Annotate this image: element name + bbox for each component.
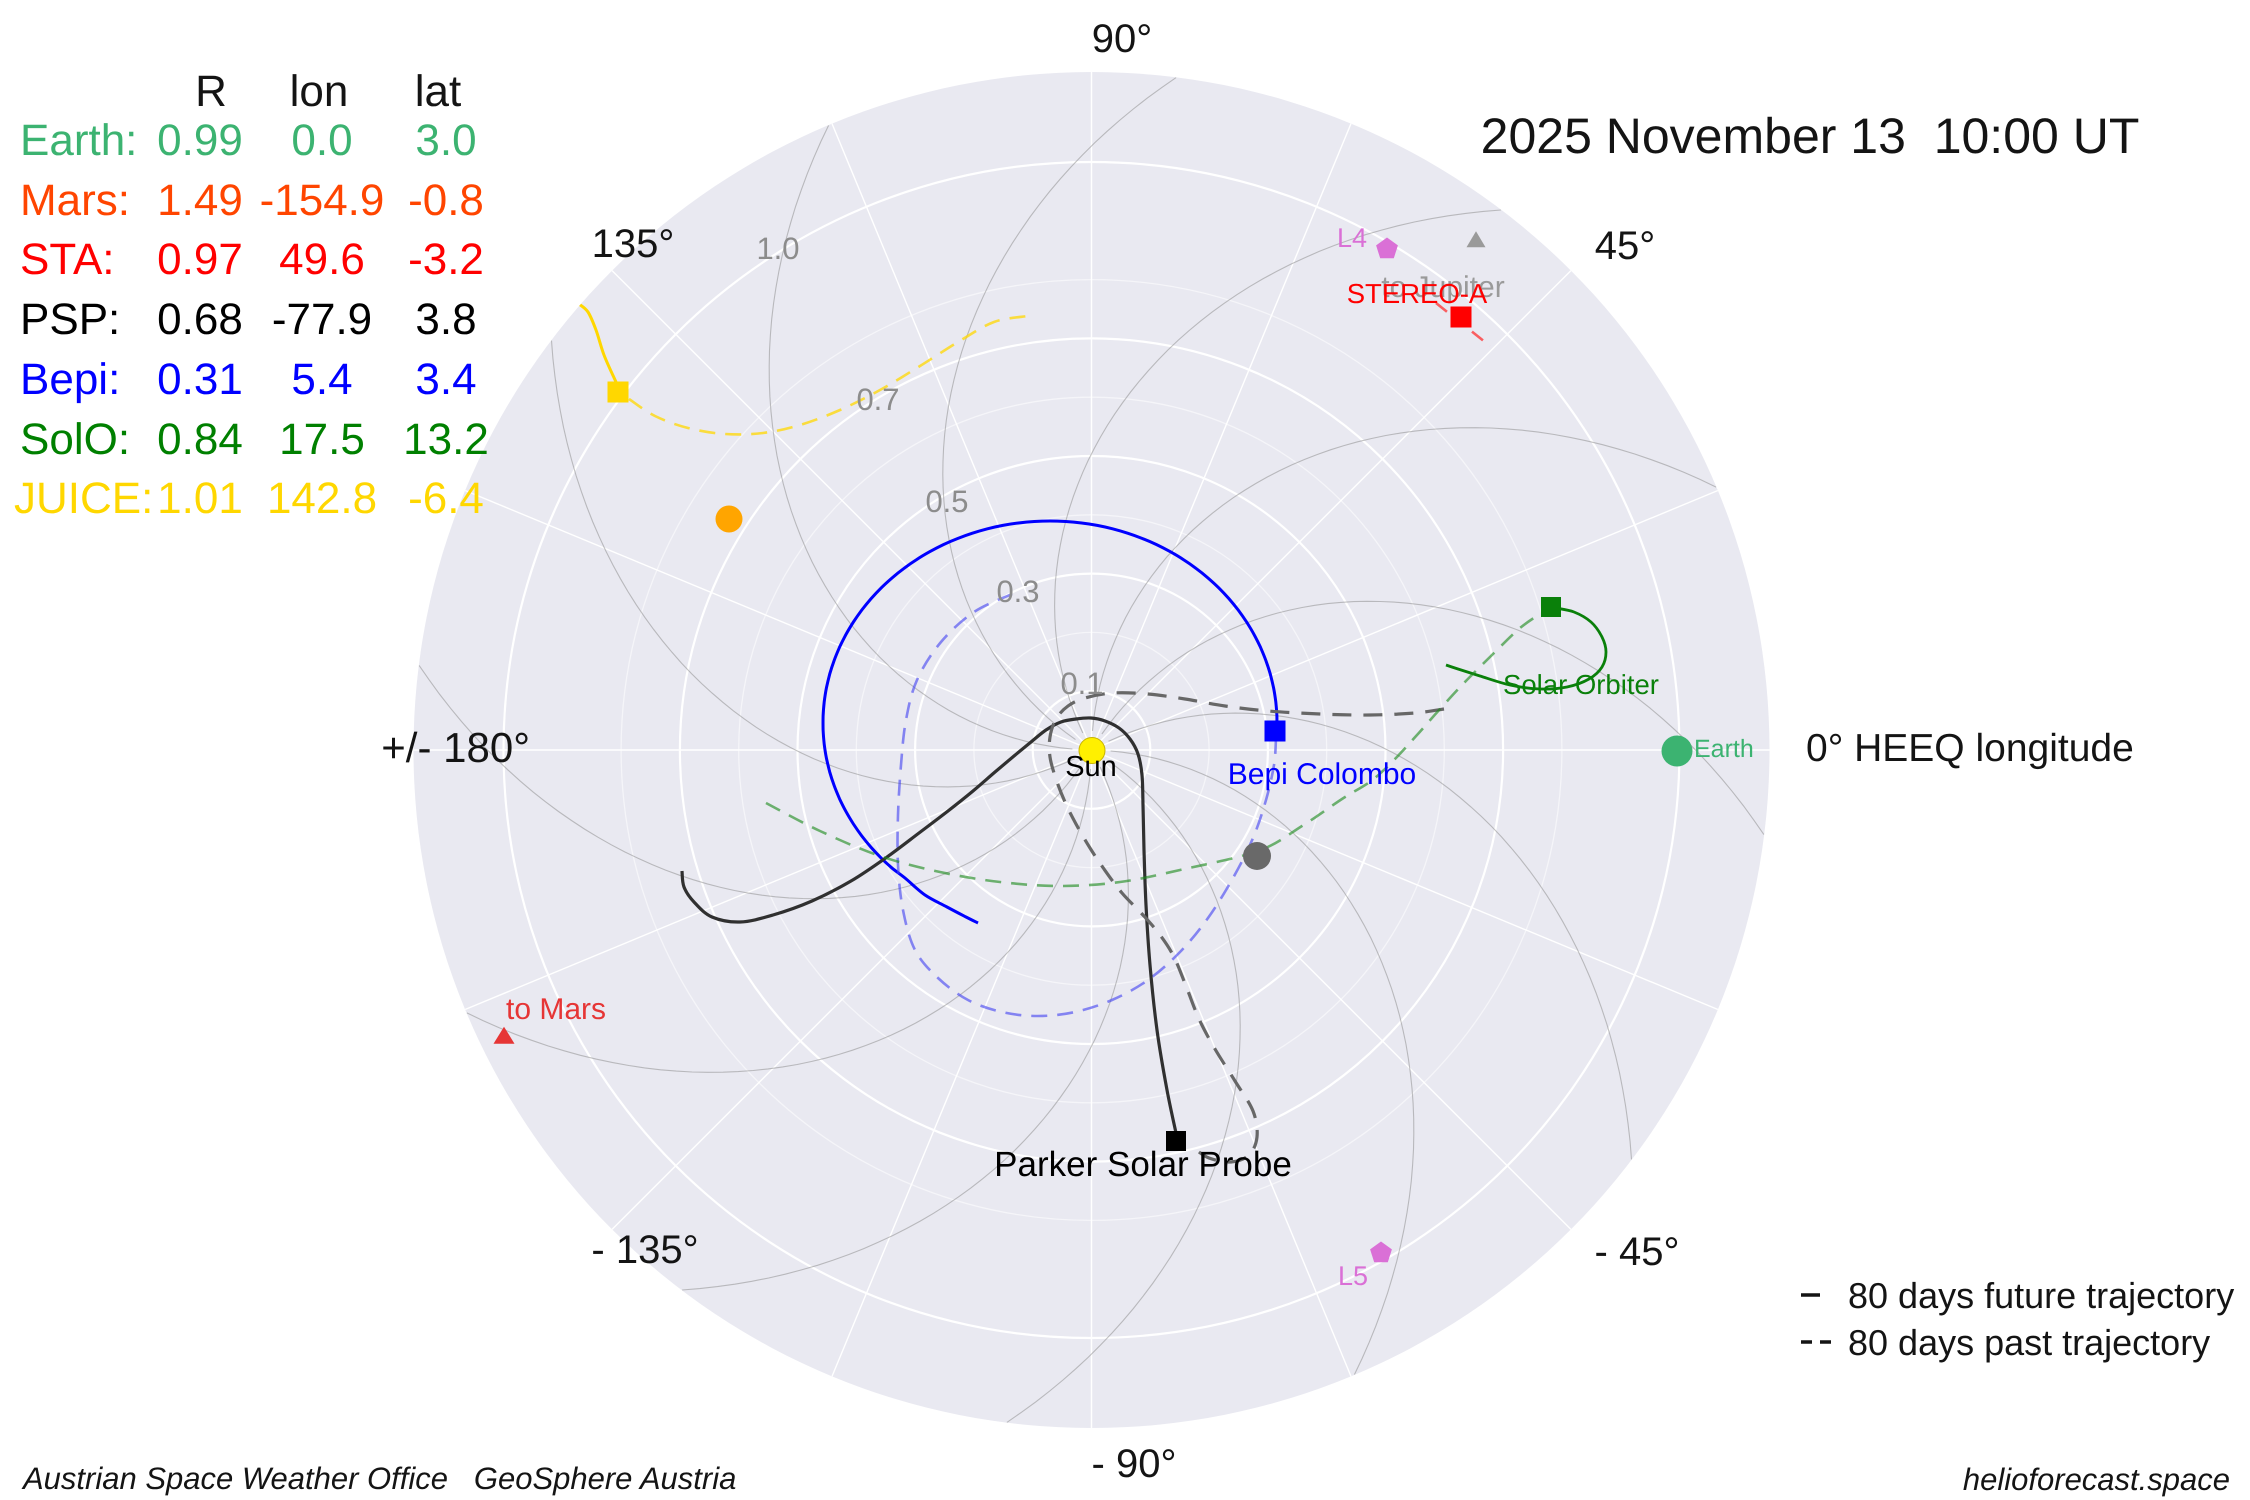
svg-text:Parker Solar Probe: Parker Solar Probe [994,1145,1292,1184]
svg-text:Earth: Earth [1694,735,1754,763]
svg-text:3.8: 3.8 [415,295,476,344]
svg-text:0.5: 0.5 [925,484,968,519]
svg-text:5.4: 5.4 [291,355,352,404]
svg-text:-0.8: -0.8 [408,176,484,225]
svg-text:-3.2: -3.2 [408,235,484,284]
svg-text:0.97: 0.97 [157,235,243,284]
svg-text:- 90°: - 90° [1092,1442,1177,1486]
svg-text:0.31: 0.31 [157,355,243,404]
svg-text:0.0: 0.0 [291,116,352,165]
svg-text:0° HEEQ longitude: 0° HEEQ longitude [1806,727,2134,770]
svg-text:1.0: 1.0 [756,231,799,266]
svg-text:Bepi:: Bepi: [20,355,120,404]
svg-text:helioforecast.space: helioforecast.space [1963,1462,2230,1497]
svg-text:0.84: 0.84 [157,415,243,464]
svg-text:-154.9: -154.9 [260,176,385,225]
svg-text:1.01: 1.01 [157,474,243,523]
svg-text:STEREO-A: STEREO-A [1347,278,1488,309]
svg-text:L5: L5 [1338,1261,1368,1291]
svg-text:49.6: 49.6 [279,235,365,284]
svg-text:L4: L4 [1337,223,1367,253]
svg-text:45°: 45° [1595,224,1656,268]
svg-text:to Jupiter: to Jupiter [1381,271,1504,304]
svg-text:0.3: 0.3 [996,574,1039,609]
svg-text:Mars:: Mars: [20,176,130,225]
svg-text:lon: lon [290,67,349,116]
svg-text:0.1: 0.1 [1060,666,1103,701]
svg-text:90°: 90° [1092,17,1153,61]
svg-text:R: R [195,67,227,116]
svg-text:PSP:: PSP: [20,295,120,344]
svg-text:Bepi Colombo: Bepi Colombo [1228,758,1416,791]
svg-text:2025 November 13 10:00 UT: 2025 November 13 10:00 UT [1481,108,2140,164]
svg-text:135°: 135° [592,222,675,266]
svg-text:-6.4: -6.4 [408,474,484,523]
svg-text:lat: lat [415,67,461,116]
svg-text:3.0: 3.0 [415,116,476,165]
svg-text:SolO:: SolO: [20,415,130,464]
svg-text:0.7: 0.7 [856,382,899,417]
svg-text:Sun: Sun [1065,751,1117,783]
svg-text:3.4: 3.4 [415,355,476,404]
svg-text:17.5: 17.5 [279,415,365,464]
svg-text:80 days past trajectory: 80 days past trajectory [1848,1322,2210,1363]
svg-text:STA:: STA: [20,235,115,284]
svg-text:+/- 180°: +/- 180° [381,724,530,771]
svg-text:0.68: 0.68 [157,295,243,344]
svg-text:-77.9: -77.9 [272,295,372,344]
svg-text:Austrian Space Weather Office: Austrian Space Weather Office GeoSphere … [21,1461,736,1496]
svg-text:to Mars: to Mars [506,993,606,1026]
svg-text:Solar Orbiter: Solar Orbiter [1503,669,1659,700]
svg-text:80 days future trajectory: 80 days future trajectory [1848,1275,2234,1316]
svg-text:13.2: 13.2 [403,415,489,464]
svg-text:0.99: 0.99 [157,116,243,165]
svg-text:142.8: 142.8 [267,474,377,523]
svg-text:1.49: 1.49 [157,176,243,225]
svg-text:- 135°: - 135° [591,1228,698,1272]
svg-text:- 45°: - 45° [1595,1230,1680,1274]
svg-text:Earth:: Earth: [20,116,137,165]
svg-text:JUICE:: JUICE: [14,474,153,523]
